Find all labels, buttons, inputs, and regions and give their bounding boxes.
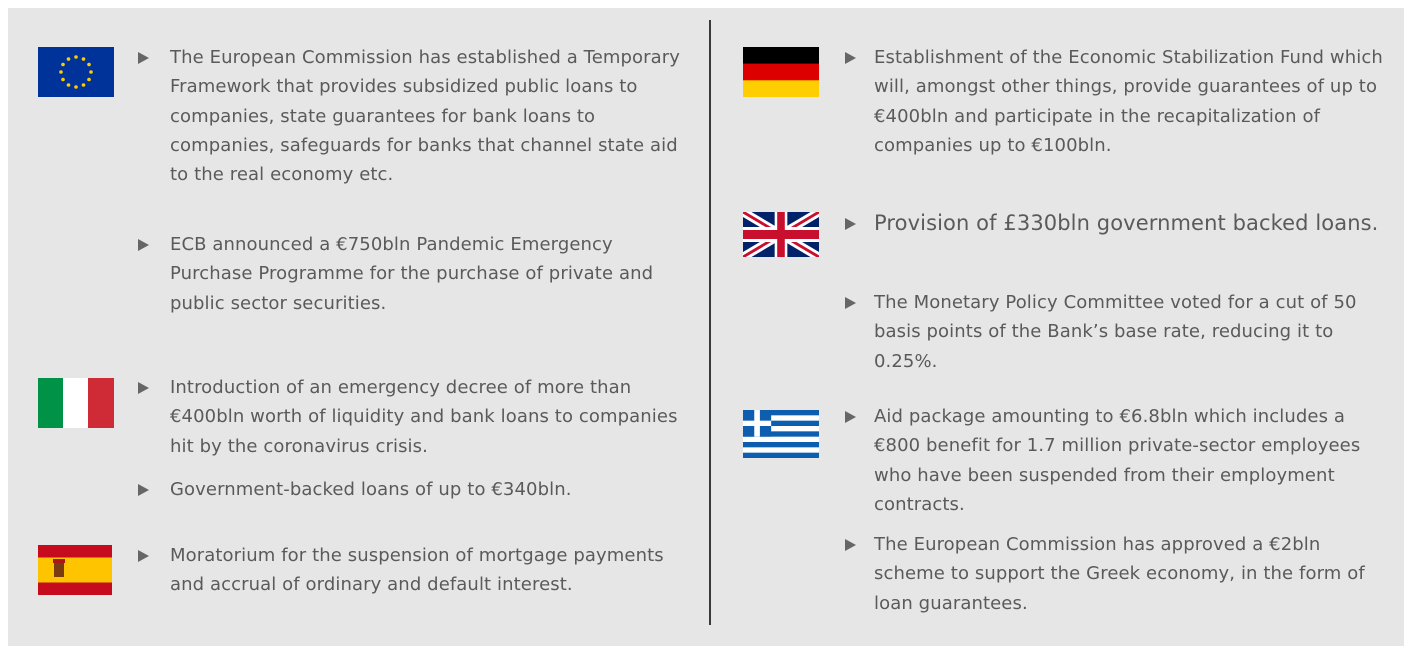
panel	[8, 8, 1404, 646]
bullet-text: The European Commission has approved a €…	[874, 534, 1365, 614]
divider	[709, 20, 711, 625]
flag-greece	[743, 410, 819, 458]
bullet-marker	[845, 410, 856, 423]
bullet-marker	[138, 51, 149, 64]
bullet-marker	[138, 549, 149, 562]
bullet-text: ECB announced a €750bln Pandemic Emergen…	[170, 234, 654, 314]
flag-eu	[38, 47, 114, 97]
flag-germany	[743, 47, 819, 97]
bullet-marker	[138, 483, 149, 496]
bullet-marker	[845, 296, 856, 309]
bullet-marker	[138, 238, 149, 251]
bullet-text: Government-backed loans of up to €340bln…	[170, 479, 572, 500]
bullet-text: Aid package amounting to €6.8bln which i…	[874, 406, 1361, 515]
flag-uk	[743, 212, 819, 257]
bullet-text: Moratorium for the suspension of mortgag…	[170, 545, 664, 596]
bullet-text: Provision of £330bln government backed l…	[874, 211, 1379, 235]
bullet-marker	[845, 538, 856, 551]
bullet-text: Establishment of the Economic Stabilizat…	[874, 47, 1383, 156]
bullet-marker	[138, 381, 149, 394]
bullet-text: The European Commission has established …	[170, 47, 681, 186]
flag-spain	[38, 545, 112, 595]
flag-italy	[38, 378, 114, 428]
bullet-text: Introduction of an emergency decree of m…	[170, 377, 678, 457]
bullet-marker	[845, 217, 856, 230]
bullet-marker	[845, 51, 856, 64]
bullet-text: The Monetary Policy Committee voted for …	[874, 292, 1357, 372]
